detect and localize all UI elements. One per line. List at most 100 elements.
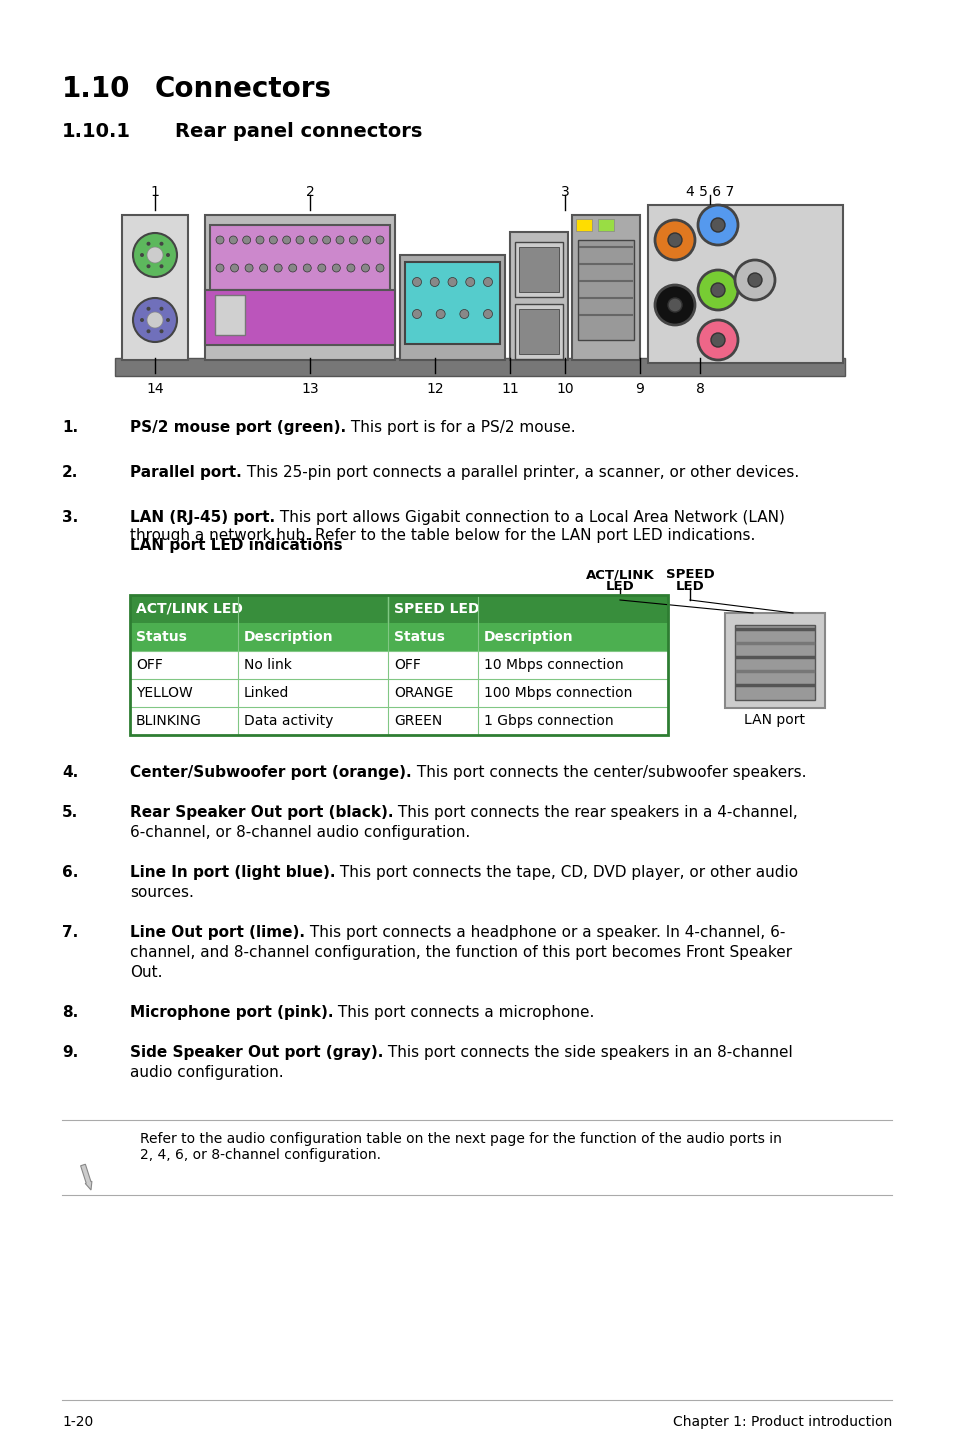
Circle shape bbox=[147, 242, 151, 246]
Text: 1.: 1. bbox=[62, 420, 78, 436]
Bar bbox=[647, 206, 842, 362]
Text: This port allows Gigabit connection to a Local Area Network (LAN): This port allows Gigabit connection to a… bbox=[274, 510, 784, 525]
Circle shape bbox=[655, 220, 695, 260]
Text: ACT/LINK: ACT/LINK bbox=[585, 568, 654, 581]
Circle shape bbox=[132, 233, 177, 278]
Text: 12: 12 bbox=[426, 383, 443, 395]
Circle shape bbox=[347, 265, 355, 272]
Text: 1: 1 bbox=[151, 186, 159, 198]
FancyArrow shape bbox=[81, 1165, 91, 1191]
Text: Out.: Out. bbox=[130, 965, 162, 981]
Circle shape bbox=[483, 309, 492, 318]
Text: GREEN: GREEN bbox=[394, 715, 442, 728]
Circle shape bbox=[412, 309, 421, 318]
Text: Linked: Linked bbox=[244, 686, 289, 700]
Text: 1.10.1: 1.10.1 bbox=[62, 122, 131, 141]
Circle shape bbox=[335, 236, 344, 244]
Circle shape bbox=[245, 265, 253, 272]
Bar bbox=[130, 623, 667, 651]
Circle shape bbox=[349, 236, 357, 244]
Text: 2: 2 bbox=[305, 186, 314, 198]
Circle shape bbox=[747, 273, 761, 288]
Circle shape bbox=[147, 247, 163, 263]
Circle shape bbox=[698, 270, 738, 311]
Circle shape bbox=[159, 329, 163, 334]
Text: LAN port LED indications: LAN port LED indications bbox=[130, 538, 342, 554]
Text: Refer to the audio configuration table on the next page for the function of the : Refer to the audio configuration table o… bbox=[140, 1132, 781, 1162]
Text: 8.: 8. bbox=[62, 1005, 78, 1020]
Circle shape bbox=[259, 265, 268, 272]
Bar bbox=[572, 216, 639, 360]
Text: LAN port: LAN port bbox=[743, 713, 804, 728]
Bar bbox=[724, 613, 824, 707]
Circle shape bbox=[215, 236, 224, 244]
Circle shape bbox=[375, 265, 384, 272]
Circle shape bbox=[147, 265, 151, 269]
Text: 1 Gbps connection: 1 Gbps connection bbox=[483, 715, 613, 728]
Circle shape bbox=[229, 236, 237, 244]
Circle shape bbox=[317, 265, 326, 272]
Circle shape bbox=[231, 265, 238, 272]
Text: Line Out port (lime).: Line Out port (lime). bbox=[130, 925, 305, 940]
Text: Microphone port (pink).: Microphone port (pink). bbox=[130, 1005, 334, 1020]
Bar bbox=[518, 247, 558, 292]
Circle shape bbox=[698, 206, 738, 244]
Text: Line In port (light blue).: Line In port (light blue). bbox=[130, 866, 335, 880]
Circle shape bbox=[710, 334, 724, 347]
Bar bbox=[130, 707, 667, 735]
Text: 2.: 2. bbox=[62, 464, 78, 480]
Bar bbox=[399, 255, 504, 360]
Text: 3: 3 bbox=[560, 186, 569, 198]
Text: SPEED LED: SPEED LED bbox=[394, 603, 479, 615]
Circle shape bbox=[242, 236, 251, 244]
Text: This port connects the center/subwoofer speakers.: This port connects the center/subwoofer … bbox=[411, 765, 805, 779]
Circle shape bbox=[309, 236, 317, 244]
Bar bbox=[598, 219, 614, 232]
Circle shape bbox=[147, 312, 163, 328]
Circle shape bbox=[147, 306, 151, 311]
Text: OFF: OFF bbox=[394, 659, 420, 672]
Bar bbox=[515, 242, 562, 298]
Circle shape bbox=[448, 278, 456, 286]
Circle shape bbox=[362, 236, 371, 244]
Circle shape bbox=[655, 285, 695, 325]
Circle shape bbox=[147, 329, 151, 334]
Text: This 25-pin port connects a parallel printer, a scanner, or other devices.: This 25-pin port connects a parallel pri… bbox=[241, 464, 799, 480]
Bar bbox=[405, 262, 499, 344]
Text: ORANGE: ORANGE bbox=[394, 686, 453, 700]
Text: 100 Mbps connection: 100 Mbps connection bbox=[483, 686, 632, 700]
Bar bbox=[210, 224, 390, 290]
Circle shape bbox=[483, 278, 492, 286]
Circle shape bbox=[459, 309, 468, 318]
Text: 4.: 4. bbox=[62, 765, 78, 779]
Text: 6.: 6. bbox=[62, 866, 78, 880]
Text: sources.: sources. bbox=[130, 884, 193, 900]
Circle shape bbox=[412, 278, 421, 286]
Circle shape bbox=[159, 242, 163, 246]
Text: Side Speaker Out port (gray).: Side Speaker Out port (gray). bbox=[130, 1045, 383, 1060]
Text: OFF: OFF bbox=[136, 659, 163, 672]
Circle shape bbox=[667, 233, 681, 247]
Circle shape bbox=[166, 253, 170, 257]
Bar bbox=[515, 303, 562, 360]
Circle shape bbox=[361, 265, 369, 272]
Text: LAN (RJ-45) port.: LAN (RJ-45) port. bbox=[130, 510, 274, 525]
Circle shape bbox=[159, 306, 163, 311]
Text: No link: No link bbox=[244, 659, 292, 672]
Text: 3.: 3. bbox=[62, 510, 78, 525]
Text: audio configuration.: audio configuration. bbox=[130, 1066, 283, 1080]
Text: BLINKING: BLINKING bbox=[136, 715, 202, 728]
Text: LED: LED bbox=[605, 580, 634, 592]
Text: This port is for a PS/2 mouse.: This port is for a PS/2 mouse. bbox=[346, 420, 576, 436]
Text: 14: 14 bbox=[146, 383, 164, 395]
Circle shape bbox=[274, 265, 282, 272]
Text: 8: 8 bbox=[695, 383, 703, 395]
Bar bbox=[510, 232, 567, 360]
Bar bbox=[214, 295, 245, 335]
Text: 1.10: 1.10 bbox=[62, 75, 131, 104]
Circle shape bbox=[140, 253, 144, 257]
Text: SPEED: SPEED bbox=[665, 568, 714, 581]
Bar bbox=[578, 240, 634, 339]
Text: Rear Speaker Out port (black).: Rear Speaker Out port (black). bbox=[130, 805, 393, 820]
Text: 9.: 9. bbox=[62, 1045, 78, 1060]
